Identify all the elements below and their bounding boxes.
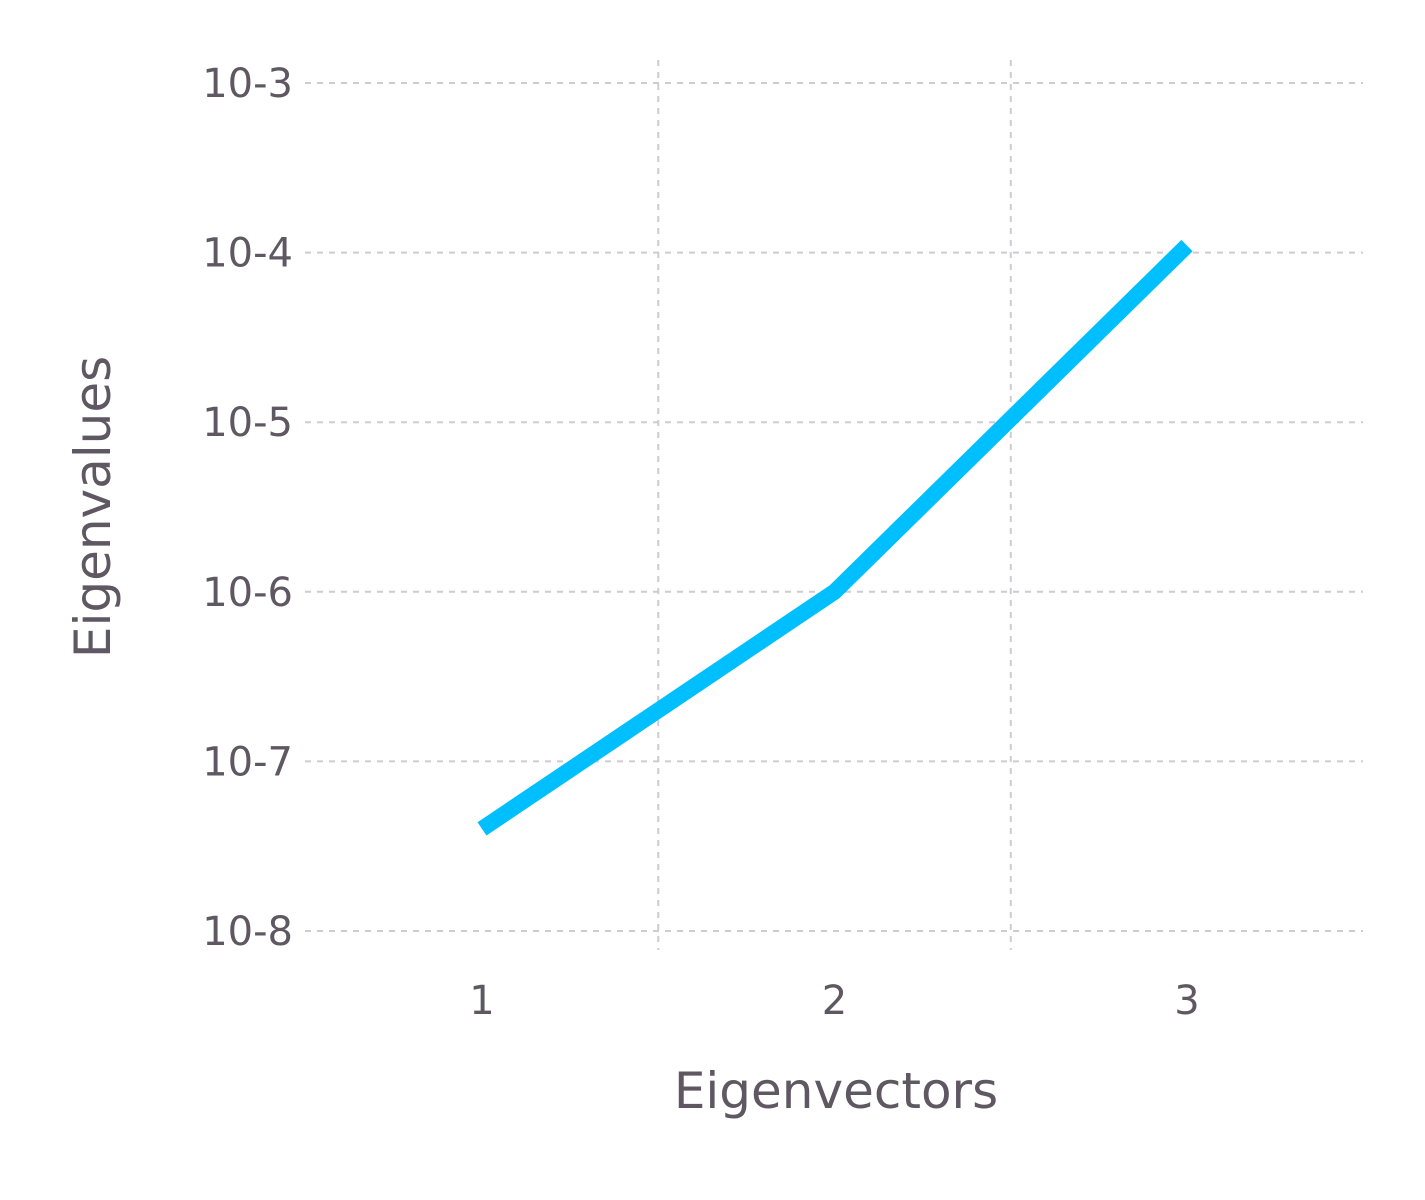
series-line: [477, 239, 1193, 836]
y-tick-label: 10-7: [202, 739, 293, 785]
x-axis-title: Eigenvectors: [674, 1062, 998, 1120]
y-tick-label: 10-5: [202, 400, 293, 446]
y-tick-label: 10-8: [202, 909, 293, 955]
y-tick-label: 10-6: [202, 570, 293, 616]
y-grid-lines: [305, 82, 1363, 932]
y-tick-labels: 10-3 10-4 10-5 10-6 10-7 10-8: [202, 61, 293, 955]
x-tick-label: 2: [822, 978, 847, 1024]
x-tick-label: 1: [469, 978, 494, 1024]
y-tick-label: 10-4: [202, 231, 293, 277]
y-axis-title: Eigenvalues: [64, 356, 122, 658]
y-tick-label: 10-3: [202, 61, 293, 107]
x-tick-label: 3: [1174, 978, 1199, 1024]
x-tick-labels: 1 2 3: [469, 978, 1199, 1024]
x-grid-lines: [657, 60, 1012, 950]
series-layer: [477, 239, 1193, 836]
